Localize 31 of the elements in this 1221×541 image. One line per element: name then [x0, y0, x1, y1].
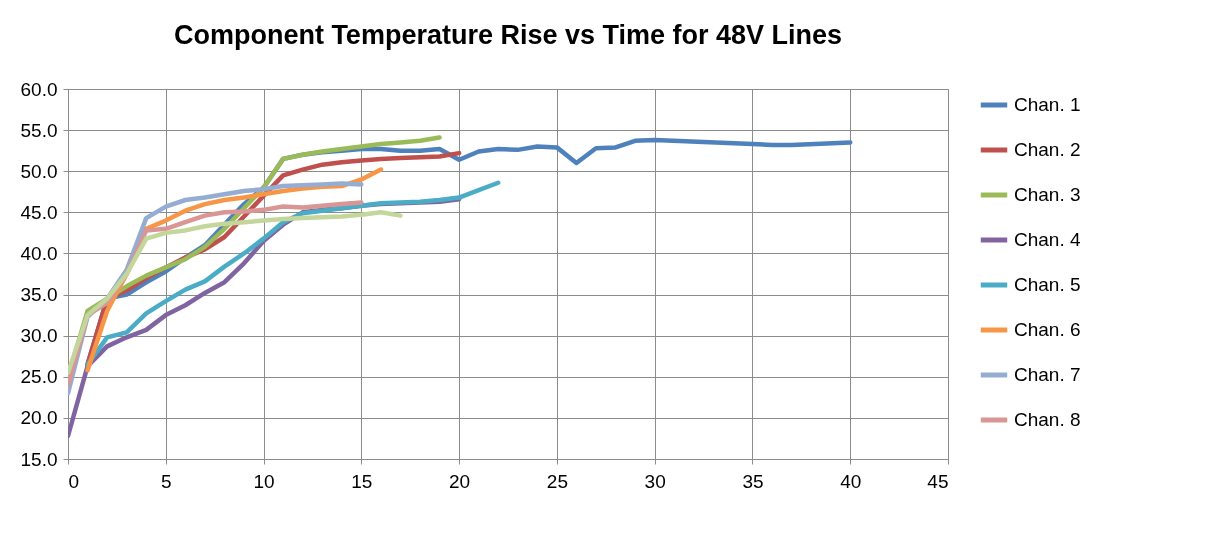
x-tick-label: 15	[351, 470, 373, 492]
y-tick-label: 60.0	[20, 78, 58, 100]
legend-label: Chan. 6	[1014, 319, 1081, 340]
line-series	[68, 210, 403, 375]
y-tick-label: 55.0	[20, 119, 58, 141]
line-series	[85, 180, 501, 367]
y-tick-label: 35.0	[20, 284, 58, 306]
y-tick-label: 50.0	[20, 160, 58, 182]
legend-label: Chan. 5	[1014, 274, 1081, 295]
y-tick-label: 15.0	[20, 448, 58, 470]
y-tick-label: 25.0	[20, 366, 58, 388]
legend-label: Chan. 3	[1014, 184, 1081, 205]
legend-label: Chan. 7	[1014, 364, 1081, 385]
y-tick-label: 30.0	[20, 325, 58, 347]
y-tick-label: 45.0	[20, 201, 58, 223]
y-tick-label: 40.0	[20, 242, 58, 264]
x-tick-label: 0	[68, 470, 80, 492]
legend-label: Chan. 4	[1014, 229, 1081, 250]
x-tick-label: 45	[927, 470, 949, 492]
legend-label: Chan. 1	[1014, 94, 1081, 115]
x-tick-label: 30	[644, 470, 666, 492]
x-tick-label: 35	[742, 470, 764, 492]
legend-label: Chan. 2	[1014, 139, 1081, 160]
x-tick-label: 40	[840, 470, 862, 492]
x-tick-label: 20	[449, 470, 471, 492]
x-tick-label: 5	[160, 470, 172, 492]
x-tick-label: 25	[546, 470, 568, 492]
y-tick-label: 20.0	[20, 407, 58, 429]
x-tick-label: 10	[253, 470, 275, 492]
legend-label: Chan. 8	[1014, 409, 1081, 430]
chart-title: Component Temperature Rise vs Time for 48V Lines	[173, 20, 843, 50]
